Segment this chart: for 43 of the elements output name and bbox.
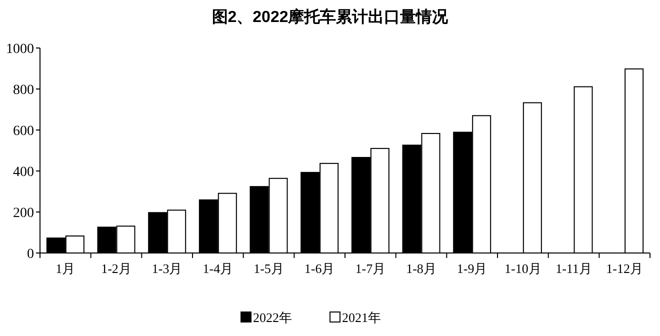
chart-title: 图2、2022摩托车累计出口量情况 [212, 8, 450, 26]
x-tick-label: 1-9月 [456, 261, 488, 276]
bar [268, 178, 288, 254]
x-tick-label: 1-2月 [101, 261, 132, 276]
y-tick-label: 600 [13, 124, 34, 139]
bar [46, 238, 66, 254]
bar [351, 156, 370, 254]
bar [320, 162, 339, 254]
x-tick-label: 1月 [56, 261, 76, 276]
bar [250, 186, 269, 254]
legend-label: 2021年 [342, 310, 381, 325]
x-tick-label: 1-6月 [304, 261, 335, 276]
bar [370, 148, 390, 254]
bar [148, 212, 168, 254]
x-tick-label: 1-4月 [202, 261, 234, 276]
bar [116, 226, 136, 254]
y-tick-label: 400 [13, 165, 34, 180]
bar [402, 144, 422, 254]
x-tick-label: 1-12月 [606, 261, 644, 276]
bar [218, 192, 237, 254]
y-tick-label: 200 [13, 206, 34, 221]
x-tick-label: 1-5月 [254, 261, 284, 276]
x-tick-label: 1-7月 [355, 261, 386, 276]
y-tick-label: 0 [27, 247, 34, 262]
bar [453, 132, 472, 254]
plot: 0 200 400 600 800 1000 1月 1-2月 1-3月 1-4月 1-5月 1-6月 1-7月 1-8月 1-9月 1-10月 1-11月 1-12月 [6, 42, 650, 276]
x-tick-label: 1-3月 [152, 261, 182, 276]
bar [574, 86, 593, 254]
legend-label: 2022年 [253, 310, 292, 325]
y-tick-label: 1000 [6, 42, 34, 57]
x-tick-label: 1-8月 [406, 261, 436, 276]
bar [167, 210, 186, 254]
x-tick-label: 1-10月 [504, 261, 542, 276]
bar [522, 102, 542, 254]
y-tick-label: 800 [13, 83, 34, 98]
bar [624, 68, 644, 254]
bar [300, 172, 320, 254]
bar [97, 226, 116, 254]
x-tick-label: 1-11月 [556, 261, 592, 276]
bar [472, 115, 492, 254]
bar [198, 199, 218, 254]
bar [421, 132, 440, 254]
bar [65, 235, 84, 254]
